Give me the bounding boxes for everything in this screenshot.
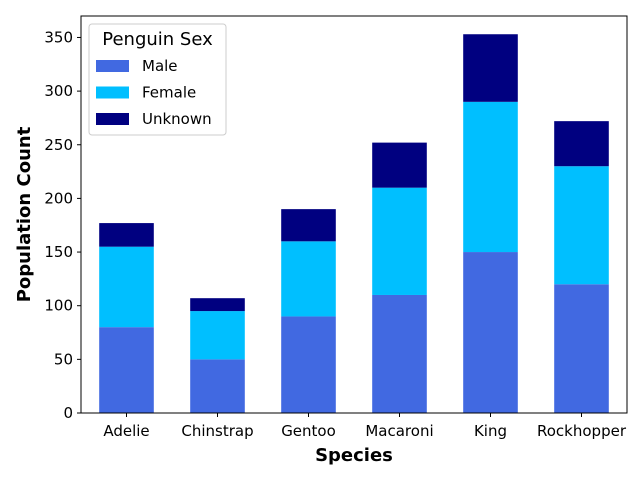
bar-adelie-unknown xyxy=(99,223,154,247)
legend-label-unknown: Unknown xyxy=(142,110,212,128)
bar-gentoo-female xyxy=(281,241,336,317)
x-axis-ticks: Adelie Chinstrap Gentoo Macaroni King Rockhop… xyxy=(103,413,627,440)
bar-gentoo-male xyxy=(281,316,336,413)
bar-king-male xyxy=(463,252,518,413)
y-tick-label: 350 xyxy=(44,28,73,46)
y-tick-label: 200 xyxy=(44,189,73,207)
bar-king-female xyxy=(463,101,518,253)
y-axis-title: Population Count xyxy=(14,126,35,302)
y-tick-label: 100 xyxy=(44,297,73,315)
bar-gentoo-unknown xyxy=(281,209,336,242)
x-tick-label-chinstrap: Chinstrap xyxy=(181,422,253,440)
x-tick-label-gentoo: Gentoo xyxy=(281,422,336,440)
y-tick-label: 0 xyxy=(63,404,73,422)
y-tick-label: 300 xyxy=(44,82,73,100)
y-tick-label: 150 xyxy=(44,243,73,261)
bar-adelie-male xyxy=(99,327,154,413)
legend: Penguin Sex Male Female Unknown xyxy=(88,23,227,136)
plot-frame xyxy=(80,15,628,414)
bar-chinstrap-unknown xyxy=(190,298,245,312)
bar-macaroni-male xyxy=(372,294,427,413)
bar-king-unknown xyxy=(463,34,518,102)
bar-macaroni-female xyxy=(372,187,427,295)
bar-rockhopper-unknown xyxy=(554,121,609,167)
bar-group xyxy=(99,34,609,413)
legend-box xyxy=(88,23,227,136)
x-tick-label-rockhopper: Rockhopper xyxy=(537,422,627,440)
x-tick-label-macaroni: Macaroni xyxy=(365,422,433,440)
bar-adelie-female xyxy=(99,246,154,328)
y-tick-label: 250 xyxy=(44,136,73,154)
x-tick-label-adelie: Adelie xyxy=(103,422,149,440)
legend-label-male: Male xyxy=(142,57,178,75)
legend-label-female: Female xyxy=(142,84,196,102)
y-tick-label: 50 xyxy=(54,350,73,368)
legend-swatch-female xyxy=(96,86,129,99)
legend-title: Penguin Sex xyxy=(102,29,213,50)
y-axis-ticks: 0 50 100 150 200 250 300 350 xyxy=(44,28,81,422)
legend-swatch-unknown xyxy=(96,113,129,125)
bar-chinstrap-male xyxy=(190,359,245,413)
bar-macaroni-unknown xyxy=(372,142,427,188)
legend-swatch-male xyxy=(96,60,129,72)
x-tick-label-king: King xyxy=(474,422,507,440)
legend-items: Male Female Unknown xyxy=(96,57,212,128)
bar-rockhopper-male xyxy=(554,284,609,413)
bar-chinstrap-female xyxy=(190,311,245,360)
x-axis-title: Species xyxy=(315,445,393,466)
bar-rockhopper-female xyxy=(554,166,609,285)
